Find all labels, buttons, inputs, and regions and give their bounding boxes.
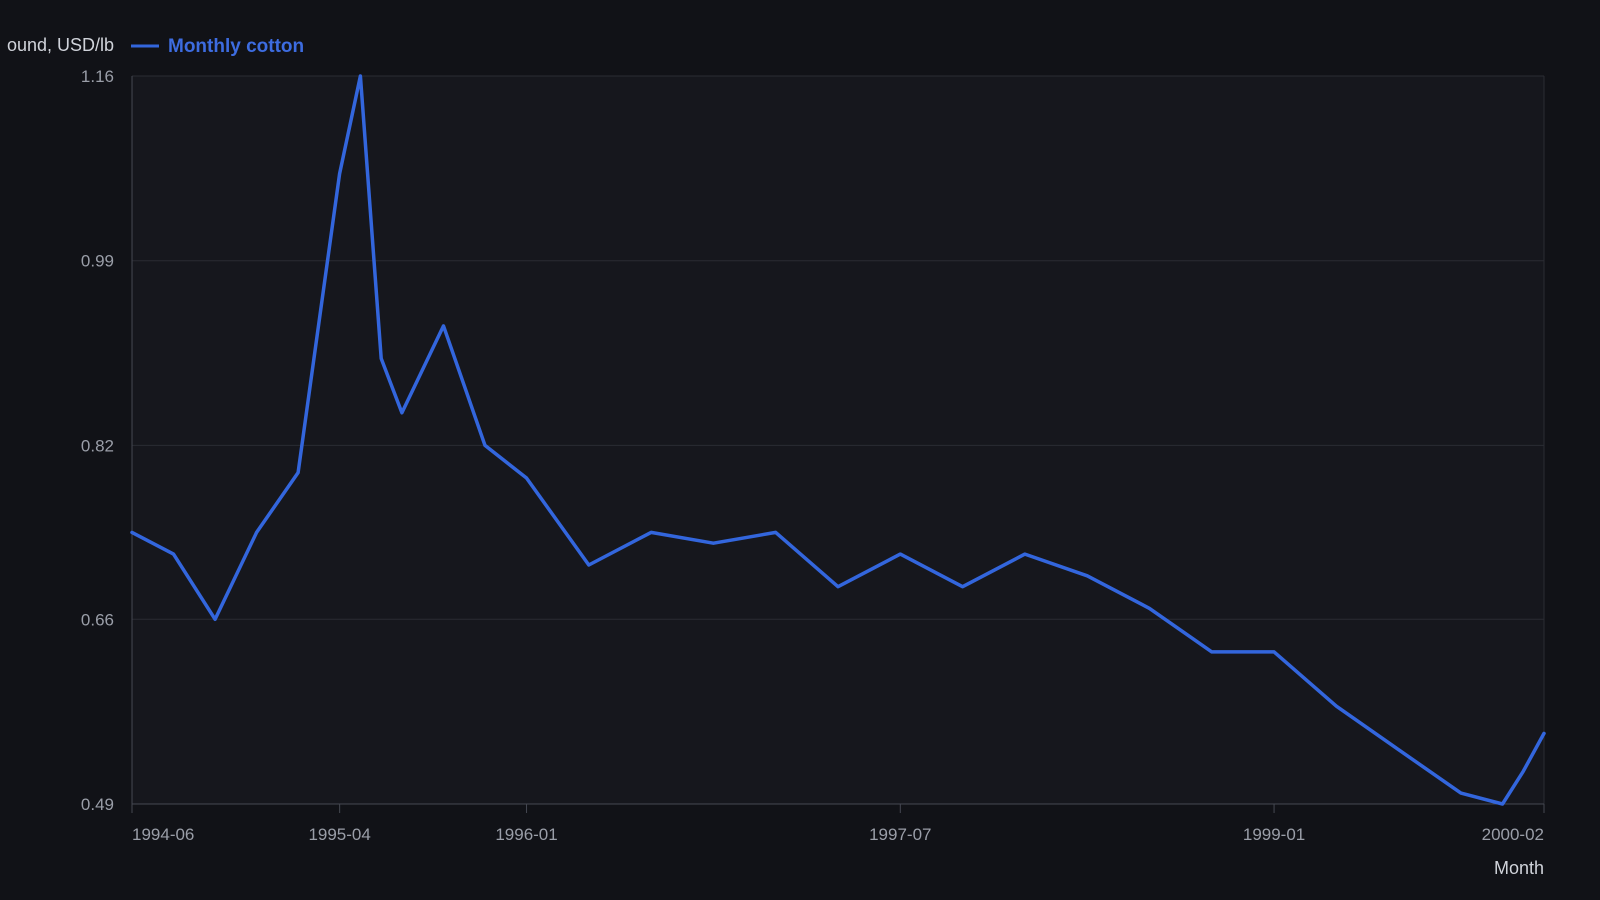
y-axis-label: ound, USD/lb xyxy=(7,35,114,55)
x-axis-label: Month xyxy=(1494,858,1544,878)
axes: 0.49 0.66 0.82 0.99 1.16 1994-06 1995-04 1996-0… xyxy=(81,67,1545,844)
grid-lines xyxy=(132,75,1545,804)
legend: ound, USD/lb Monthly cotton xyxy=(7,35,304,57)
series-layer xyxy=(130,74,1546,806)
y-tick-label: 0.49 xyxy=(81,795,114,814)
y-tick-label: 0.66 xyxy=(81,610,114,629)
x-tick-label: 1999-01 xyxy=(1243,825,1305,844)
x-tick-label: 1994-06 xyxy=(132,825,194,844)
legend-label: Monthly cotton xyxy=(168,36,304,57)
y-tick-label: 0.99 xyxy=(81,252,114,271)
x-tick-label: 1997-07 xyxy=(869,825,931,844)
x-tick-label: 1996-01 xyxy=(495,825,557,844)
y-tick-label: 0.82 xyxy=(81,436,114,455)
plot-background xyxy=(132,76,1544,804)
x-tick-label: 1995-04 xyxy=(308,825,370,844)
y-tick-label: 1.16 xyxy=(81,67,114,86)
x-tick-label: 2000-02 xyxy=(1482,825,1544,844)
series-line xyxy=(130,74,1546,806)
